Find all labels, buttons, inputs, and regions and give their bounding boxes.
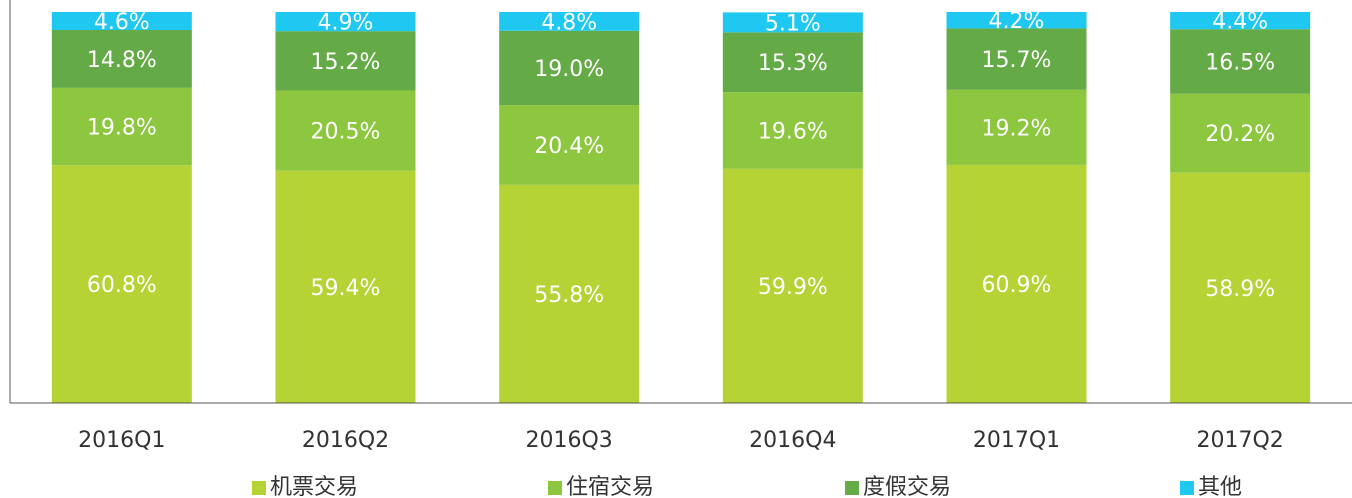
value-label: 5.1% xyxy=(765,11,821,36)
bar-segment xyxy=(51,87,192,166)
legend-label: 其他 xyxy=(1198,475,1242,498)
value-label: 19.2% xyxy=(982,116,1052,141)
value-label: 4.8% xyxy=(541,10,597,35)
value-label: 4.2% xyxy=(989,9,1045,34)
value-label: 60.9% xyxy=(982,273,1052,298)
bar-segment xyxy=(275,90,416,171)
value-label: 15.2% xyxy=(311,50,381,75)
legend-swatch xyxy=(252,481,266,495)
bar-segment xyxy=(499,12,640,31)
value-label: 20.4% xyxy=(534,134,604,159)
bar-segment xyxy=(1170,93,1311,173)
legend-label: 机票交易 xyxy=(270,475,358,498)
x-tick-label: 2016Q4 xyxy=(749,428,836,453)
bar-segment xyxy=(946,12,1087,29)
value-label: 4.6% xyxy=(94,10,150,35)
x-tick-label: 2016Q3 xyxy=(526,428,613,453)
value-label: 15.7% xyxy=(982,48,1052,73)
bar-segment xyxy=(946,164,1087,403)
bar-segment xyxy=(275,31,416,91)
bar-segment xyxy=(51,165,192,403)
bar-segment xyxy=(1170,29,1311,94)
bar-segment xyxy=(499,184,640,403)
value-label: 15.3% xyxy=(758,51,828,76)
x-tick-label: 2016Q2 xyxy=(302,428,389,453)
bar-segment xyxy=(722,32,863,93)
value-label: 4.4% xyxy=(1212,10,1268,35)
value-label: 14.8% xyxy=(87,48,157,73)
x-tick-label: 2016Q1 xyxy=(78,428,165,453)
value-label: 4.9% xyxy=(318,11,374,36)
bar-segment xyxy=(722,92,863,169)
legend-swatch xyxy=(1180,481,1194,495)
bar-segment xyxy=(946,28,1087,90)
value-label: 58.9% xyxy=(1205,277,1275,302)
bar-segment xyxy=(275,12,416,32)
value-label: 19.6% xyxy=(758,119,828,144)
bar-segment xyxy=(1170,12,1311,30)
legend-label: 住宿交易 xyxy=(566,475,654,498)
bar-segment xyxy=(722,12,863,33)
bar-segment xyxy=(275,170,416,403)
bar-segment xyxy=(51,12,192,30)
bar-segment xyxy=(722,168,863,403)
bar-segment xyxy=(1170,172,1311,403)
bar-segment xyxy=(946,89,1087,165)
x-tick-label: 2017Q1 xyxy=(973,428,1060,453)
value-label: 59.4% xyxy=(311,276,381,301)
value-label: 19.8% xyxy=(87,116,157,141)
legend-swatch xyxy=(845,481,859,495)
bar-segment xyxy=(51,29,192,88)
value-label: 60.8% xyxy=(87,273,157,298)
value-label: 55.8% xyxy=(534,283,604,308)
x-tick-label: 2017Q2 xyxy=(1197,428,1284,453)
bar-segment xyxy=(499,105,640,185)
value-label: 59.9% xyxy=(758,275,828,300)
value-label: 16.5% xyxy=(1205,50,1275,75)
value-label: 20.5% xyxy=(311,120,381,145)
legend-swatch xyxy=(548,481,562,495)
bar-segment xyxy=(499,30,640,106)
value-label: 19.0% xyxy=(534,57,604,82)
value-label: 20.2% xyxy=(1205,122,1275,147)
legend-label: 度假交易 xyxy=(863,475,951,498)
